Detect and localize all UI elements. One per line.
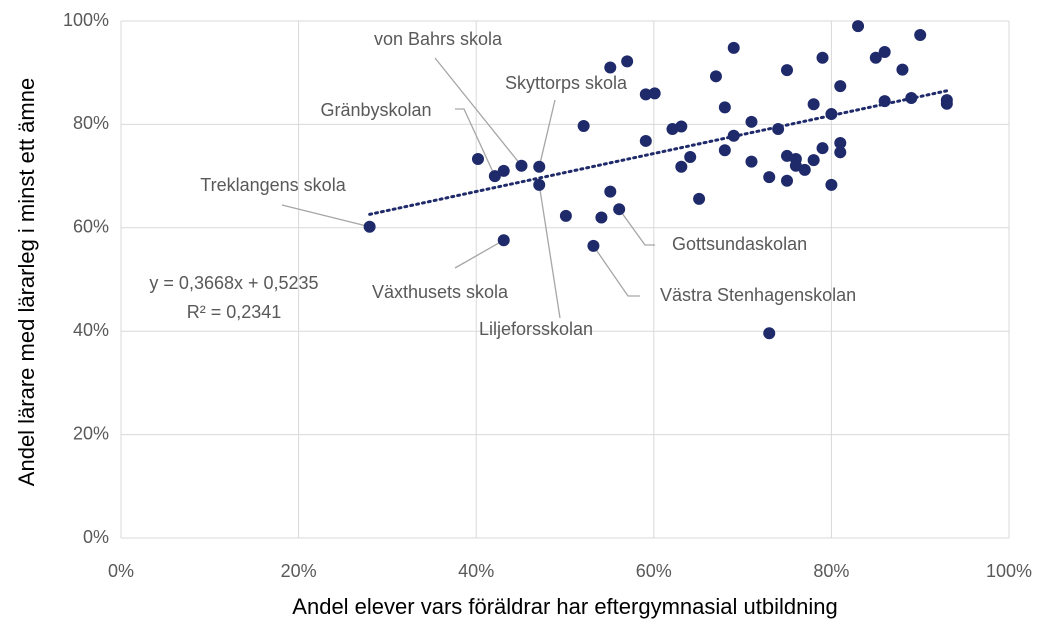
y-tick-label: 60% bbox=[73, 217, 109, 237]
x-tick-label: 80% bbox=[813, 561, 849, 581]
point-label: Växthusets skola bbox=[372, 282, 509, 302]
point-label: von Bahrs skola bbox=[374, 29, 503, 49]
point bbox=[745, 155, 758, 168]
point bbox=[718, 144, 731, 157]
point bbox=[613, 203, 626, 216]
point bbox=[781, 174, 793, 187]
point bbox=[869, 51, 882, 64]
point bbox=[488, 170, 501, 183]
point bbox=[914, 28, 927, 41]
point bbox=[533, 178, 546, 191]
point bbox=[798, 163, 811, 176]
point bbox=[878, 95, 891, 108]
leader-line bbox=[281, 204, 370, 228]
leader-line bbox=[618, 208, 655, 246]
leader-line bbox=[592, 245, 640, 297]
point bbox=[604, 185, 617, 198]
leader-line bbox=[455, 108, 496, 177]
leader-line bbox=[454, 239, 505, 269]
x-tick-label: 100% bbox=[986, 561, 1032, 581]
leader-line bbox=[434, 57, 522, 167]
point bbox=[693, 192, 706, 205]
point bbox=[852, 20, 865, 33]
point bbox=[718, 101, 731, 114]
point bbox=[363, 220, 376, 233]
point-label: Gottsundaskolan bbox=[672, 234, 807, 254]
point-label: Liljeforsskolan bbox=[479, 319, 593, 339]
point bbox=[816, 51, 829, 64]
point bbox=[559, 209, 572, 222]
point bbox=[587, 239, 600, 252]
point bbox=[595, 211, 608, 224]
point bbox=[675, 160, 688, 173]
leader-line bbox=[538, 184, 561, 319]
leader-line bbox=[538, 99, 556, 167]
point bbox=[905, 92, 918, 105]
point bbox=[772, 123, 785, 136]
x-tick-label: 40% bbox=[458, 561, 494, 581]
point bbox=[816, 142, 829, 155]
point bbox=[825, 108, 838, 121]
point bbox=[471, 153, 484, 166]
point bbox=[834, 146, 847, 159]
point bbox=[825, 178, 838, 191]
point bbox=[763, 171, 776, 184]
x-axis-title: Andel elever vars föräldrar har eftergym… bbox=[292, 594, 837, 619]
point bbox=[648, 87, 661, 100]
point bbox=[497, 234, 510, 247]
point bbox=[621, 55, 634, 68]
point-label: Skyttorps skola bbox=[505, 73, 628, 93]
y-tick-label: 80% bbox=[73, 113, 109, 133]
point bbox=[745, 115, 758, 128]
y-tick-label: 20% bbox=[73, 423, 109, 443]
y-tick-label: 0% bbox=[83, 527, 109, 547]
point bbox=[807, 154, 820, 167]
x-tick-label: 60% bbox=[636, 561, 672, 581]
point bbox=[763, 327, 776, 340]
point bbox=[684, 150, 697, 163]
point-label: Västra Stenhagenskolan bbox=[660, 285, 856, 305]
point-label: Gränbyskolan bbox=[320, 100, 431, 120]
point bbox=[675, 120, 688, 133]
point bbox=[781, 64, 793, 77]
point bbox=[807, 98, 820, 111]
x-tick-label: 20% bbox=[281, 561, 317, 581]
point bbox=[577, 119, 590, 132]
point bbox=[940, 97, 953, 110]
equation: y = 0,3668x + 0,5235 bbox=[149, 273, 318, 293]
point bbox=[878, 46, 891, 59]
point bbox=[834, 137, 847, 150]
point bbox=[709, 70, 722, 83]
point bbox=[515, 159, 528, 172]
x-tick-label: 0% bbox=[108, 561, 134, 581]
point bbox=[639, 88, 652, 101]
y-tick-label: 40% bbox=[73, 320, 109, 340]
point bbox=[533, 160, 546, 173]
point bbox=[834, 80, 847, 93]
point bbox=[639, 134, 652, 147]
point bbox=[896, 63, 909, 76]
r-squared: R² = 0,2341 bbox=[187, 302, 282, 322]
point-label: Treklangens skola bbox=[200, 175, 346, 195]
point bbox=[727, 129, 740, 142]
point bbox=[497, 164, 510, 177]
trendline bbox=[368, 89, 949, 216]
point bbox=[604, 61, 617, 74]
point bbox=[727, 41, 740, 54]
y-tick-label: 100% bbox=[63, 10, 109, 30]
y-axis-title: Andel lärare med lärarleg i minst ett äm… bbox=[14, 78, 39, 486]
